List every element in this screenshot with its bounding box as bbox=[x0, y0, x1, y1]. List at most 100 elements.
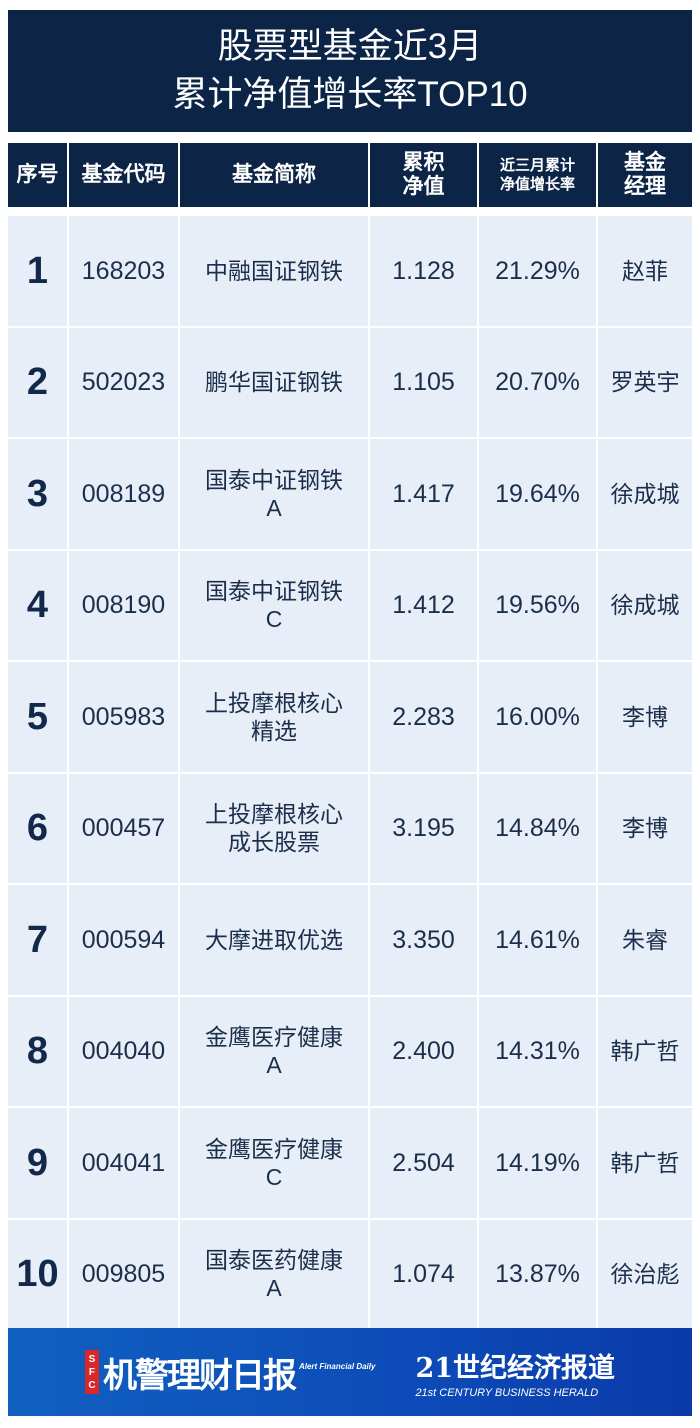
cell-manager: 朱睿 bbox=[598, 885, 692, 995]
cell-growth: 14.61% bbox=[479, 885, 596, 995]
cell-manager: 赵菲 bbox=[598, 216, 692, 326]
cell-growth: 14.84% bbox=[479, 773, 596, 883]
cell-nav: 1.074 bbox=[370, 1219, 477, 1329]
header-rank: 序号 bbox=[8, 143, 67, 207]
header-growth-l1: 近三月累计 bbox=[499, 157, 575, 174]
cell-rank: 5 bbox=[8, 662, 67, 772]
table-row: 5 005983 上投摩根核心精选 2.283 16.00% 李博 bbox=[8, 662, 692, 772]
cell-name: 上投摩根核心成长股票 bbox=[180, 773, 368, 883]
cell-code: 168203 bbox=[69, 216, 178, 326]
header-name: 基金简称 bbox=[180, 143, 368, 207]
cell-growth: 14.31% bbox=[479, 996, 596, 1106]
cell-manager: 李博 bbox=[598, 773, 692, 883]
cell-growth: 21.29% bbox=[479, 216, 596, 326]
cell-code: 004040 bbox=[69, 996, 178, 1106]
cell-name-text: 上投摩根核心成长股票 bbox=[205, 801, 343, 856]
cell-rank: 7 bbox=[8, 885, 67, 995]
cell-code: 000594 bbox=[69, 885, 178, 995]
logo2-en: 21st CENTURY BUSINESS HERALD bbox=[415, 1386, 599, 1399]
cell-manager: 韩广哲 bbox=[598, 1108, 692, 1218]
cell-growth: 19.56% bbox=[479, 550, 596, 660]
cell-manager: 李博 bbox=[598, 662, 692, 772]
cell-growth: 20.70% bbox=[479, 327, 596, 437]
cell-nav: 1.412 bbox=[370, 550, 477, 660]
cell-rank: 4 bbox=[8, 550, 67, 660]
table-row: 7 000594 大摩进取优选 3.350 14.61% 朱睿 bbox=[8, 885, 692, 995]
table-row: 2 502023 鹏华国证钢铁 1.105 20.70% 罗英宇 bbox=[8, 327, 692, 437]
cell-name-text: 金鹰医疗健康A bbox=[205, 1024, 343, 1079]
cell-name: 上投摩根核心精选 bbox=[180, 662, 368, 772]
table-header: 序号 基金代码 基金简称 累积 净值 近三月累计净值增长率 基金 经理 bbox=[8, 143, 692, 207]
cell-code: 000457 bbox=[69, 773, 178, 883]
cell-code: 004041 bbox=[69, 1108, 178, 1218]
cell-nav: 2.400 bbox=[370, 996, 477, 1106]
cell-name: 金鹰医疗健康C bbox=[180, 1108, 368, 1218]
cell-name-text: 国泰医药健康A bbox=[205, 1247, 343, 1302]
cell-growth: 19.64% bbox=[479, 439, 596, 549]
cell-nav: 3.195 bbox=[370, 773, 477, 883]
table-row: 6 000457 上投摩根核心成长股票 3.195 14.84% 李博 bbox=[8, 773, 692, 883]
table-row: 10 009805 国泰医药健康A 1.074 13.87% 徐治彪 bbox=[8, 1219, 692, 1329]
cell-name-text: 国泰中证钢铁C bbox=[205, 578, 343, 633]
cell-rank: 2 bbox=[8, 327, 67, 437]
page-title: 股票型基金近3月 累计净值增长率TOP10 bbox=[8, 10, 692, 132]
cell-growth: 14.19% bbox=[479, 1108, 596, 1218]
cell-rank: 8 bbox=[8, 996, 67, 1106]
header-manager-l1: 基金 bbox=[624, 151, 666, 174]
cell-nav: 1.105 bbox=[370, 327, 477, 437]
cell-code: 008190 bbox=[69, 550, 178, 660]
header-growth: 近三月累计净值增长率 bbox=[479, 143, 596, 207]
table-row: 3 008189 国泰中证钢铁A 1.417 19.64% 徐成城 bbox=[8, 439, 692, 549]
cell-manager: 罗英宇 bbox=[598, 327, 692, 437]
logo1-cn: 机警理财日报 bbox=[102, 1356, 297, 1395]
cell-name: 国泰医药健康A bbox=[180, 1219, 368, 1329]
cell-nav: 2.504 bbox=[370, 1108, 477, 1218]
cell-nav: 3.350 bbox=[370, 885, 477, 995]
cell-manager: 徐成城 bbox=[598, 439, 692, 549]
table-body: 1 168203 中融国证钢铁 1.128 21.29% 赵菲 2 502023 鹏华国证钢铁 1… bbox=[8, 216, 692, 1331]
cell-code: 502023 bbox=[69, 327, 178, 437]
cell-nav: 1.128 bbox=[370, 216, 477, 326]
header-growth-l2: 净值增长率 bbox=[499, 176, 575, 193]
cell-rank: 9 bbox=[8, 1108, 67, 1218]
cell-rank: 10 bbox=[8, 1219, 67, 1329]
cell-code: 008189 bbox=[69, 439, 178, 549]
cell-manager: 徐治彪 bbox=[598, 1219, 692, 1329]
header-nav-l1: 累积 bbox=[402, 151, 445, 174]
cell-name: 鹏华国证钢铁 bbox=[180, 327, 368, 437]
cell-name-text: 上投摩根核心精选 bbox=[205, 689, 343, 744]
header-code: 基金代码 bbox=[69, 143, 178, 207]
cell-growth: 13.87% bbox=[479, 1219, 596, 1329]
logo2-cn: 21世纪经济报道 bbox=[415, 1352, 616, 1384]
cell-code: 009805 bbox=[69, 1219, 178, 1329]
table-row: 8 004040 金鹰医疗健康A 2.400 14.31% 韩广哲 bbox=[8, 996, 692, 1106]
cell-name: 金鹰医疗健康A bbox=[180, 996, 368, 1106]
21st-century-logo: 21世纪经济报道 21st CENTURY BUSINESS HERALD bbox=[415, 1346, 615, 1399]
table-row: 4 008190 国泰中证钢铁C 1.412 19.56% 徐成城 bbox=[8, 550, 692, 660]
cell-name: 中融国证钢铁 bbox=[180, 216, 368, 326]
table-row: 1 168203 中融国证钢铁 1.128 21.29% 赵菲 bbox=[8, 216, 692, 326]
cell-rank: 1 bbox=[8, 216, 67, 326]
header-manager: 基金 经理 bbox=[598, 143, 692, 207]
table-row: 9 004041 金鹰医疗健康C 2.504 14.19% 韩广哲 bbox=[8, 1108, 692, 1218]
header-nav: 累积 净值 bbox=[370, 143, 477, 207]
cell-manager: 韩广哲 bbox=[598, 996, 692, 1106]
footer-banner: SFC 机警理财日报 Alert Financial Daily 21世纪经济报… bbox=[8, 1328, 692, 1416]
cell-manager: 徐成城 bbox=[598, 550, 692, 660]
cell-name: 大摩进取优选 bbox=[180, 885, 368, 995]
cell-name: 国泰中证钢铁A bbox=[180, 439, 368, 549]
header-manager-l2: 经理 bbox=[624, 175, 666, 198]
logo1-en: Alert Financial Daily bbox=[298, 1361, 376, 1371]
cell-name-text: 国泰中证钢铁A bbox=[205, 466, 343, 521]
cell-rank: 3 bbox=[8, 439, 67, 549]
cell-name-text: 金鹰医疗健康C bbox=[205, 1135, 343, 1190]
title-line-1: 股票型基金近3月 bbox=[217, 27, 483, 66]
cell-name: 国泰中证钢铁C bbox=[180, 550, 368, 660]
sfc-badge: SFC bbox=[84, 1350, 99, 1394]
cell-nav: 2.283 bbox=[370, 662, 477, 772]
header-nav-l2: 净值 bbox=[402, 175, 445, 198]
alert-financial-daily-logo: SFC 机警理财日报 Alert Financial Daily bbox=[84, 1348, 376, 1397]
title-line-2: 累计净值增长率TOP10 bbox=[172, 75, 528, 114]
cell-nav: 1.417 bbox=[370, 439, 477, 549]
cell-code: 005983 bbox=[69, 662, 178, 772]
